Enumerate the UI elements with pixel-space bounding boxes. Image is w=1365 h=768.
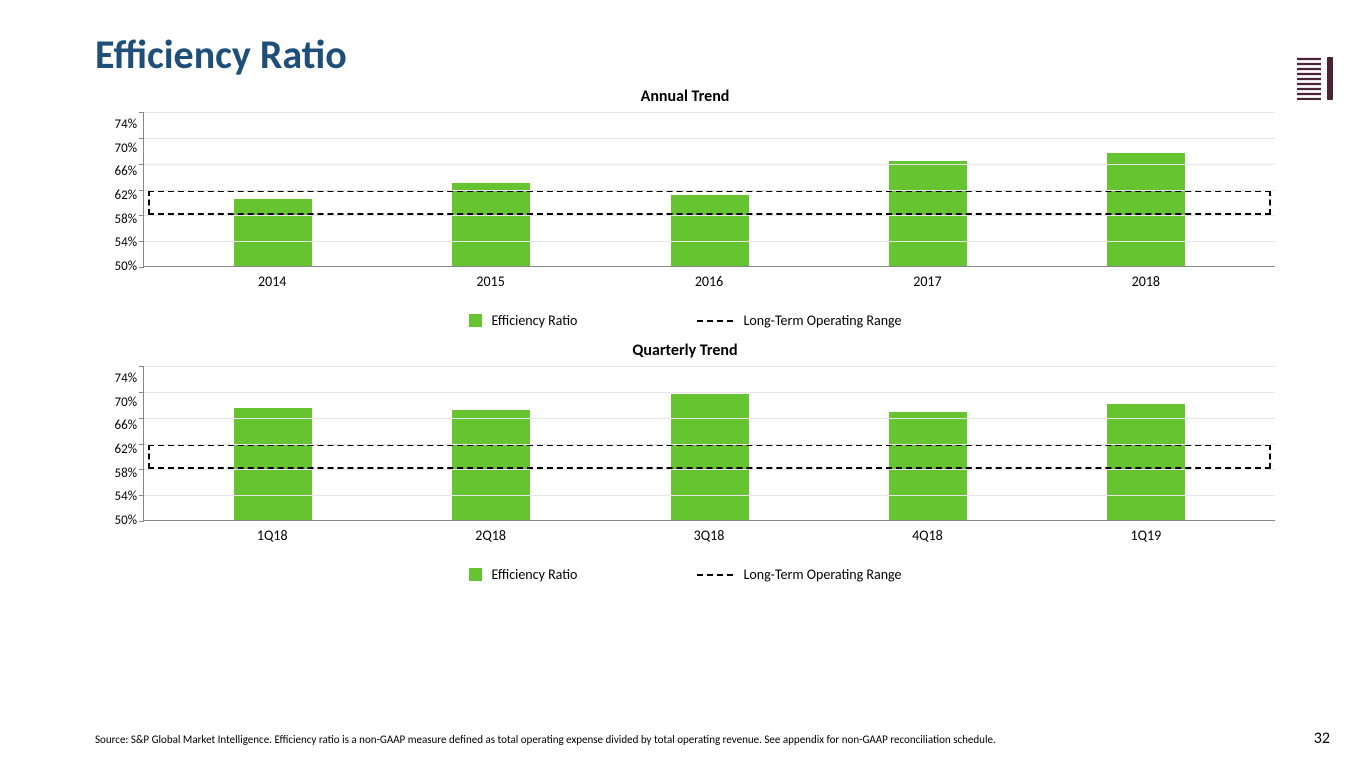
- y-tick-label: 70%: [95, 142, 137, 155]
- page-title: Efficiency Ratio: [95, 30, 1275, 79]
- x-tick-label: 2Q18: [381, 527, 599, 544]
- gridline: [144, 444, 1275, 445]
- data-bar: [671, 394, 749, 520]
- annual-plot-area: [143, 112, 1275, 267]
- company-logo-icon: [1295, 55, 1335, 100]
- y-tick-mark: [139, 366, 144, 367]
- data-bar: [234, 408, 312, 520]
- quarterly-plot-area: [143, 366, 1275, 521]
- quarterly-chart-title: Quarterly Trend: [95, 341, 1275, 360]
- gridline: [144, 190, 1275, 191]
- data-bar: [671, 195, 749, 266]
- x-tick-label: 2017: [818, 273, 1036, 290]
- slide-container: Efficiency Ratio Annual Trend 74% 70% 66% 6…: [0, 0, 1365, 768]
- x-tick-label: 3Q18: [600, 527, 818, 544]
- y-tick-mark: [139, 164, 144, 165]
- gridline: [144, 495, 1275, 496]
- x-tick-label: 2018: [1037, 273, 1255, 290]
- gridline: [144, 469, 1275, 470]
- page-number: 32: [1314, 729, 1330, 748]
- data-bar: [889, 161, 967, 266]
- gridline: [144, 241, 1275, 242]
- x-tick-label: 2015: [381, 273, 599, 290]
- y-tick-label: 50%: [95, 260, 137, 273]
- data-bar: [889, 412, 967, 521]
- data-bar: [1107, 404, 1185, 520]
- legend-item-range: Long-Term Operating Range: [697, 312, 901, 329]
- y-tick-label: 62%: [95, 189, 137, 202]
- y-tick-mark: [139, 495, 144, 496]
- gridline: [144, 164, 1275, 165]
- annual-chart-title: Annual Trend: [95, 87, 1275, 106]
- gridline: [144, 392, 1275, 393]
- quarterly-x-axis: 1Q182Q183Q184Q181Q19: [143, 521, 1275, 544]
- y-tick-label: 54%: [95, 236, 137, 249]
- y-tick-label: 50%: [95, 514, 137, 527]
- gridline: [144, 138, 1275, 139]
- legend-range-label: Long-Term Operating Range: [743, 312, 901, 329]
- y-tick-mark: [139, 444, 144, 445]
- gridline: [144, 215, 1275, 216]
- y-tick-label: 70%: [95, 396, 137, 409]
- annual-y-axis: 74%70%66%62%58%54%50%: [95, 112, 143, 267]
- y-tick-label: 74%: [95, 118, 137, 131]
- data-bar: [234, 199, 312, 266]
- legend-swatch-icon: [469, 568, 482, 581]
- y-tick-label: 58%: [95, 467, 137, 480]
- y-tick-mark: [139, 138, 144, 139]
- y-tick-mark: [139, 112, 144, 113]
- legend-swatch-icon: [469, 314, 482, 327]
- annual-chart: Annual Trend 74%70%66%62%58%54%50% 20142…: [95, 87, 1275, 329]
- legend-series-label: Efficiency Ratio: [492, 566, 578, 583]
- y-tick-mark: [139, 190, 144, 191]
- legend-dash-icon: [697, 574, 733, 576]
- gridline: [144, 366, 1275, 367]
- y-tick-label: 62%: [95, 443, 137, 456]
- y-tick-mark: [139, 521, 144, 522]
- y-tick-label: 58%: [95, 213, 137, 226]
- y-tick-mark: [139, 215, 144, 216]
- x-tick-label: 1Q18: [163, 527, 381, 544]
- legend-dash-icon: [697, 320, 733, 322]
- legend-item-range: Long-Term Operating Range: [697, 566, 901, 583]
- annual-x-axis: 20142015201620172018: [143, 267, 1275, 290]
- legend-series-label: Efficiency Ratio: [492, 312, 578, 329]
- quarterly-legend: Efficiency Ratio Long-Term Operating Ran…: [95, 566, 1275, 583]
- gridline: [144, 418, 1275, 419]
- quarterly-y-axis: 74%70%66%62%58%54%50%: [95, 366, 143, 521]
- x-tick-label: 1Q19: [1037, 527, 1255, 544]
- y-tick-mark: [139, 392, 144, 393]
- x-tick-label: 2016: [600, 273, 818, 290]
- footnote-text: Source: S&P Global Market Intelligence. …: [95, 733, 1195, 746]
- quarterly-chart: Quarterly Trend 74% 70% 66% 62% 58% 54% 50% 1Q…: [95, 341, 1275, 583]
- data-bar: [452, 183, 530, 266]
- y-tick-label: 66%: [95, 165, 137, 178]
- y-tick-mark: [139, 241, 144, 242]
- data-bar: [1107, 153, 1185, 266]
- y-tick-label: 66%: [95, 419, 137, 432]
- y-tick-mark: [139, 469, 144, 470]
- legend-item-series: Efficiency Ratio: [469, 566, 578, 583]
- y-tick-label: 54%: [95, 490, 137, 503]
- y-tick-label: 74%: [95, 372, 137, 385]
- y-tick-mark: [139, 267, 144, 268]
- gridline: [144, 112, 1275, 113]
- y-tick-mark: [139, 418, 144, 419]
- legend-item-series: Efficiency Ratio: [469, 312, 578, 329]
- legend-range-label: Long-Term Operating Range: [743, 566, 901, 583]
- x-tick-label: 4Q18: [818, 527, 1036, 544]
- annual-legend: Efficiency Ratio Long-Term Operating Ran…: [95, 312, 1275, 329]
- x-tick-label: 2014: [163, 273, 381, 290]
- data-bar: [452, 410, 530, 520]
